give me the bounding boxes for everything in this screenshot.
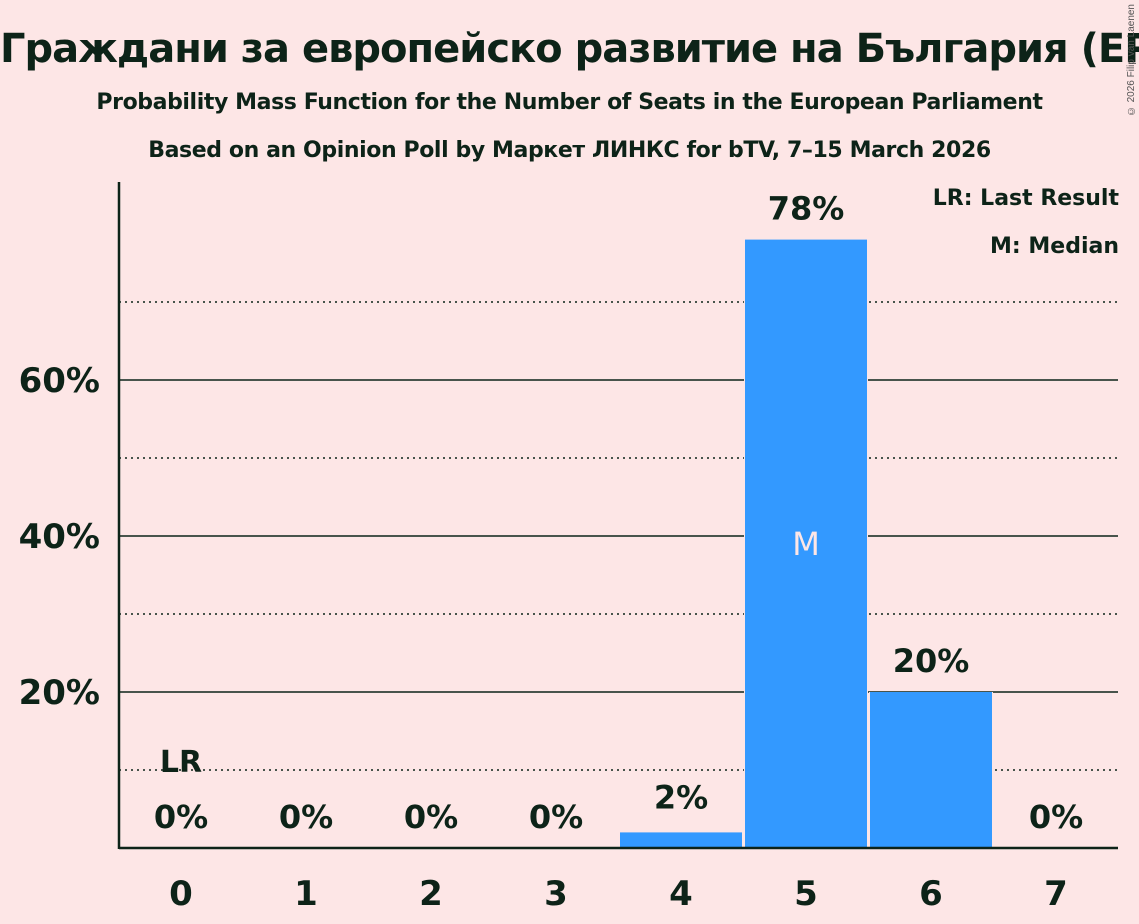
last-result-marker: LR — [160, 745, 202, 780]
median-marker: M — [792, 525, 820, 563]
axes: 20% 40% 60% 0 1 2 3 4 5 6 7 — [19, 182, 1118, 914]
value-label-1: 0% — [279, 798, 333, 836]
x-tick-label-5: 5 — [794, 874, 818, 914]
bar-4 — [620, 832, 742, 848]
x-tick-label-7: 7 — [1044, 874, 1068, 914]
value-label-0: 0% — [154, 798, 208, 836]
x-tick-label-6: 6 — [919, 874, 943, 914]
legend-last-result: LR: Last Result — [932, 186, 1119, 211]
value-label-2: 0% — [404, 798, 458, 836]
bars — [619, 239, 993, 849]
x-tick-label-0: 0 — [169, 874, 193, 914]
value-label-4: 2% — [654, 778, 708, 816]
chart-subtitle: Probability Mass Function for the Number… — [96, 90, 1043, 115]
x-tick-label-3: 3 — [544, 874, 568, 914]
value-label-3: 0% — [529, 798, 583, 836]
x-tick-label-2: 2 — [419, 874, 443, 914]
value-label-6: 20% — [893, 642, 970, 680]
legend-median: M: Median — [990, 234, 1119, 259]
value-label-7: 0% — [1029, 798, 1083, 836]
y-tick-label: 60% — [19, 361, 100, 401]
bar-6 — [870, 692, 992, 848]
chart-title: Граждани за европейско развитие на Бълга… — [0, 26, 1139, 72]
y-tick-label: 40% — [19, 517, 100, 557]
value-label-5: 78% — [768, 190, 845, 228]
chart-source: Based on an Opinion Poll by Маркет ЛИНКС… — [148, 138, 991, 163]
value-labels: 0% 0% 0% 0% 2% 78% 20% 0% LR M — [154, 190, 1083, 836]
y-tick-label: 20% — [19, 673, 100, 713]
bar-5 — [745, 239, 867, 849]
x-tick-label-4: 4 — [669, 874, 693, 914]
gridlines — [119, 301, 1118, 771]
x-tick-label-1: 1 — [294, 874, 318, 914]
